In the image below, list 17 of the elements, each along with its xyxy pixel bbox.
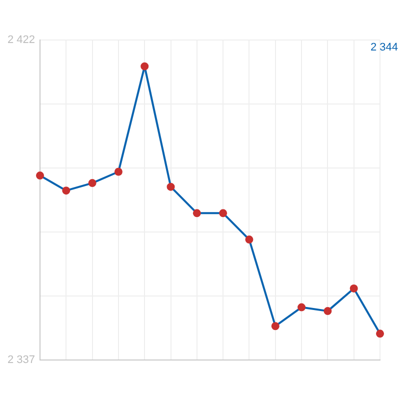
point <box>114 168 122 176</box>
point <box>324 307 332 316</box>
point <box>62 186 70 195</box>
point <box>350 284 358 292</box>
point <box>36 172 44 180</box>
point <box>192 209 201 218</box>
point <box>245 236 254 244</box>
annotation: 2 344 <box>370 42 398 54</box>
point <box>376 330 384 338</box>
point <box>166 182 175 191</box>
point <box>88 179 96 188</box>
point <box>298 303 306 312</box>
y-tick-label: 2 422 <box>7 34 35 46</box>
point <box>140 62 149 70</box>
point <box>271 322 280 330</box>
point <box>219 209 228 218</box>
y-tick-label: 2 337 <box>7 354 35 366</box>
